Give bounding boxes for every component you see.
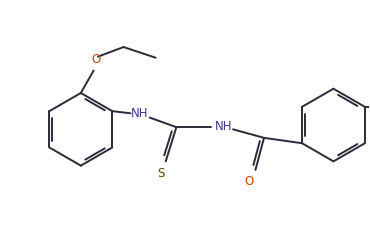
Text: NH: NH xyxy=(215,119,232,132)
Text: S: S xyxy=(158,166,165,179)
Text: O: O xyxy=(91,53,100,66)
Text: O: O xyxy=(245,174,254,187)
Text: NH: NH xyxy=(131,106,149,119)
